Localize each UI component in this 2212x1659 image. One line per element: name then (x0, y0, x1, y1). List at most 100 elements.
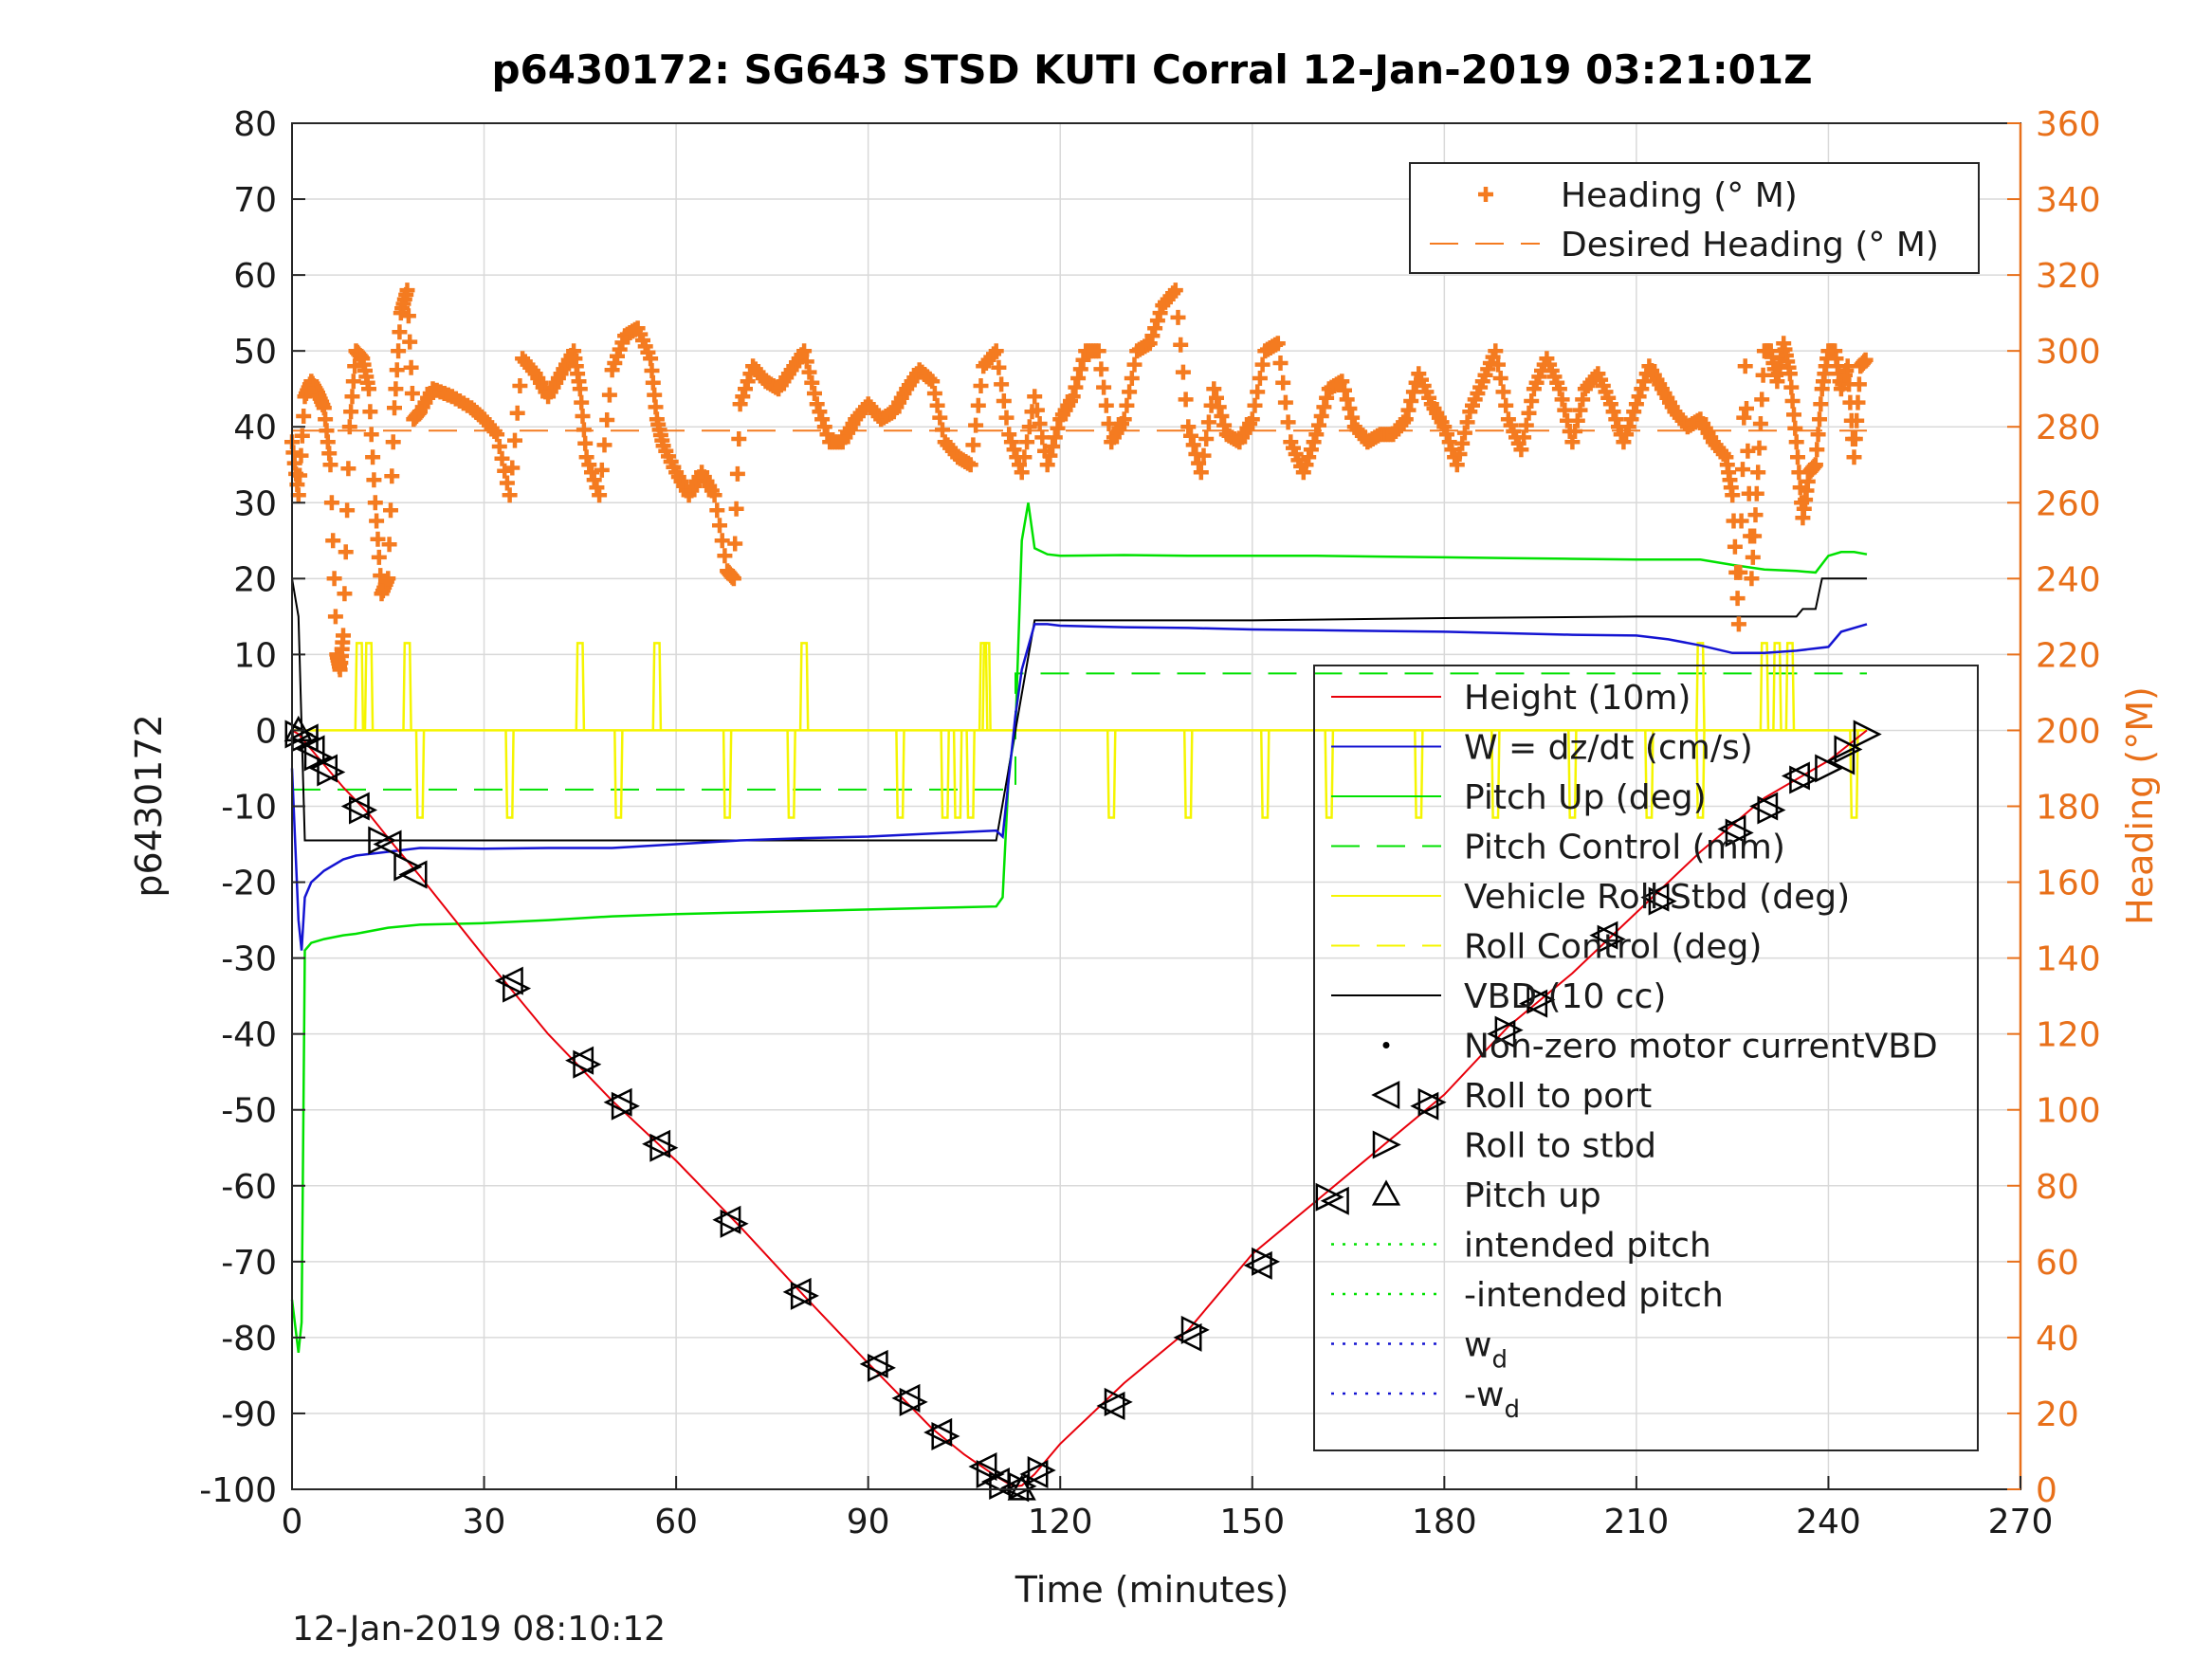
heading-marker-465 (1308, 427, 1325, 443)
y2-tick-label-16: 320 (2036, 257, 2101, 296)
roll-port-marker-31 (1826, 746, 1856, 775)
heading-marker-567 (1569, 412, 1585, 428)
heading-marker-48 (339, 502, 356, 519)
y2-tick-label-9: 180 (2036, 789, 2101, 828)
roll-spike-down-4 (786, 730, 796, 819)
x-tick-label-1: 30 (463, 1503, 506, 1541)
heading-marker-170 (578, 449, 594, 465)
heading-marker-239 (731, 431, 747, 447)
heading-marker-45 (336, 628, 351, 644)
roll-spike-down-3 (722, 730, 733, 819)
heading-marker-476 (1337, 382, 1352, 398)
heading-marker-370 (1065, 389, 1081, 405)
heading-marker-137 (507, 432, 522, 448)
y-tick-label-0: -100 (199, 1471, 277, 1510)
roll-stbd-marker-33 (1834, 735, 1863, 764)
roll-spike-up-5 (798, 642, 810, 731)
roll-port-marker-20 (1173, 1322, 1202, 1352)
y-tick-label-3: -70 (221, 1244, 277, 1283)
heading-marker-394 (1126, 356, 1143, 373)
heading-marker-85 (387, 400, 402, 416)
roll-spike-up-3 (575, 642, 586, 731)
heading-marker-70 (367, 495, 383, 511)
heading-marker-562 (1557, 402, 1573, 418)
heading-marker-243 (740, 374, 756, 390)
y2-axis-label: Heading (°M) (2119, 686, 2161, 925)
heading-marker-269 (807, 386, 822, 401)
chart-title: p6430172: SG643 STSD KUTI Corral 12-Jan-… (491, 46, 1812, 93)
heading-marker-179 (601, 387, 617, 403)
legend-top-label-0: Heading (° M) (1561, 176, 1798, 215)
heading-marker-462 (1301, 449, 1317, 465)
heading-marker-333 (970, 397, 986, 413)
roll-stbd-marker-31 (1789, 765, 1819, 794)
legend-main-label-2: Pitch Up (deg) (1464, 778, 1707, 817)
heading-marker-548 (1521, 405, 1537, 421)
legend-top-swatch-0 (1478, 187, 1493, 202)
roll-stbd-marker-7 (503, 974, 532, 1003)
y2-tick-label-7: 140 (2036, 940, 2101, 979)
y-axis-label: p6430172 (128, 714, 170, 897)
heading-marker-51 (343, 404, 359, 420)
y-tick-label-4: -60 (221, 1168, 277, 1207)
heading-marker-647 (1746, 528, 1763, 544)
y-ticks: -100-90-80-70-60-50-40-30-20-10010203040… (199, 105, 305, 1510)
heading-marker-172 (584, 465, 599, 481)
heading-marker-136 (504, 460, 521, 476)
y2-tick-label-8: 160 (2036, 865, 2101, 903)
heading-marker-392 (1122, 384, 1138, 400)
x-tick-label-3: 90 (847, 1503, 890, 1541)
legend-main-label-0: Height (10m) (1464, 679, 1691, 718)
heading-marker-410 (1167, 283, 1183, 299)
heading-marker-349 (1012, 457, 1027, 473)
heading-marker-652 (1752, 416, 1768, 431)
legend-main-label-4: Vehicle Roll Stbd (deg) (1464, 878, 1850, 917)
roll-port-marker-6 (494, 966, 523, 995)
roll-spike-up-2 (402, 642, 412, 731)
heading-marker-451 (1272, 356, 1289, 371)
legend-main-swatch-9 (1372, 1130, 1401, 1159)
heading-marker-350 (1014, 465, 1030, 481)
heading-marker-464 (1306, 434, 1322, 450)
heading-marker-371 (1068, 379, 1084, 395)
heading-marker-452 (1275, 374, 1291, 391)
heading-marker-47 (338, 544, 354, 560)
heading-marker-372 (1070, 371, 1087, 386)
heading-marker-139 (512, 378, 528, 393)
heading-marker-382 (1096, 379, 1112, 395)
heading-marker-517 (1441, 434, 1457, 450)
heading-marker-677 (1784, 393, 1801, 409)
heading-marker-678 (1786, 407, 1801, 423)
heading-marker-173 (586, 472, 602, 488)
heading-marker-521 (1452, 447, 1468, 462)
y-tick-label-17: 70 (233, 181, 277, 220)
heading-marker-177 (596, 437, 612, 453)
roll-stbd-marker-8 (573, 1049, 602, 1079)
roll-stbd-marker-19 (1027, 1455, 1056, 1486)
heading-marker-632 (1727, 538, 1743, 555)
legend-top-box (1409, 162, 1980, 274)
heading-marker-175 (592, 487, 608, 503)
heading-marker-536 (1490, 356, 1506, 373)
heading-marker-454 (1280, 414, 1296, 430)
heading-marker-442 (1250, 384, 1266, 400)
heading-marker-319 (935, 422, 950, 438)
heading-marker-650 (1750, 465, 1766, 481)
y-tick-label-5: -50 (221, 1092, 277, 1131)
y-tick-label-11: 10 (233, 636, 277, 675)
heading-marker-168 (576, 422, 592, 438)
legend-main-swatch-8 (1371, 1080, 1400, 1110)
heading-marker-352 (1019, 434, 1035, 450)
heading-marker-697 (1810, 427, 1826, 443)
heading-marker-417 (1185, 437, 1201, 453)
heading-marker-463 (1303, 442, 1319, 458)
heading-marker-415 (1180, 419, 1197, 435)
heading-marker-518 (1444, 442, 1460, 458)
heading-marker-568 (1572, 402, 1588, 418)
roll-port-marker-1 (296, 735, 325, 764)
heading-marker-450 (1270, 336, 1286, 352)
roll-stbd-marker-27 (1597, 924, 1626, 954)
x-tick-label-7: 210 (1604, 1503, 1670, 1541)
heading-marker-81 (381, 537, 397, 553)
legend-main-swatch-7 (1382, 1042, 1390, 1048)
